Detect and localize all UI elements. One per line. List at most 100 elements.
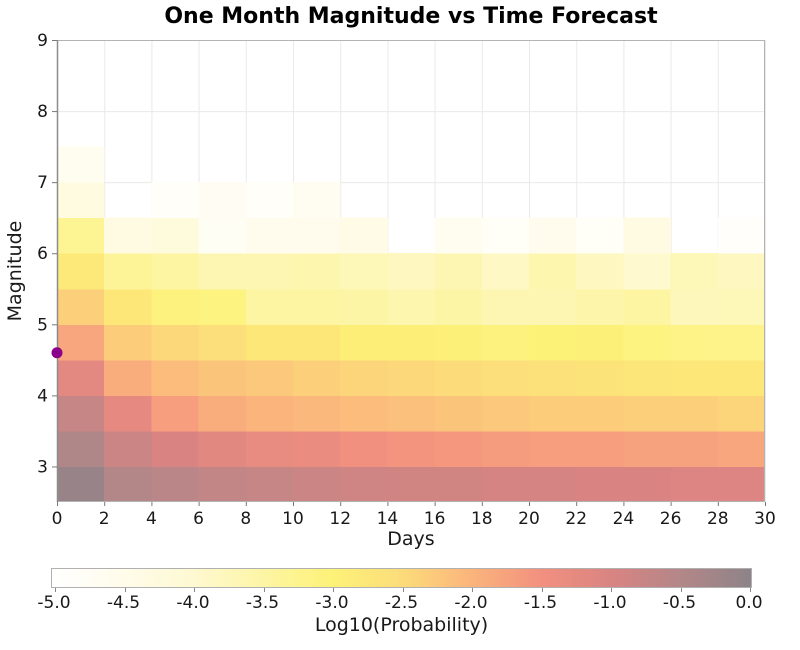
- colorbar-tick-mark: [333, 588, 334, 592]
- heatmap-cell: [293, 253, 341, 290]
- heatmap-cell: [576, 430, 624, 467]
- heatmap-cell: [104, 359, 152, 396]
- heatmap-cell: [198, 430, 247, 467]
- y-tick-label: 8: [37, 102, 48, 122]
- heatmap-cell: [576, 395, 624, 432]
- heatmap-cell: [387, 359, 436, 396]
- heatmap-cell: [529, 324, 577, 361]
- heatmap-cell: [293, 182, 341, 219]
- heatmap-cell: [481, 359, 530, 396]
- colorbar-gradient: [51, 568, 752, 592]
- heatmap-cell: [434, 324, 483, 361]
- heatmap-cell: [340, 466, 388, 502]
- heatmap-cell: [481, 253, 530, 290]
- y-tick-label: 3: [37, 457, 48, 477]
- heatmap-cell: [670, 253, 719, 290]
- heatmap-cell: [104, 288, 152, 325]
- x-tick-label: 20: [518, 509, 540, 529]
- y-axis-title: Magnitude: [4, 220, 26, 322]
- heatmap-cell: [576, 324, 624, 361]
- heatmap-cell: [576, 288, 624, 325]
- colorbar-tick-label: -3.5: [245, 593, 280, 613]
- x-tick-label: 24: [613, 509, 635, 529]
- colorbar-tick-labels: -5.0 -4.5 -4.0 -3.5 -3.0 -2.5 -2.0 -1.5 -1.0 -0.5…: [37, 593, 762, 613]
- heatmap-cell: [529, 466, 577, 502]
- heatmap-cell: [293, 359, 341, 396]
- heatmap-cell: [198, 253, 247, 290]
- heatmap-cell: [198, 217, 247, 254]
- heatmap-cell: [670, 359, 719, 396]
- heatmap-cell: [434, 395, 483, 432]
- heatmap-cell: [151, 430, 200, 467]
- colorbar-tick-mark: [402, 588, 404, 592]
- heatmap-cell: [387, 430, 436, 467]
- heatmap-cell: [623, 466, 672, 502]
- heatmap-cell: [340, 359, 388, 396]
- heatmap-cell: [623, 324, 672, 361]
- heatmap-cell: [340, 395, 388, 432]
- x-tick-label: 26: [660, 509, 682, 529]
- heatmap-cell: [57, 253, 105, 290]
- heatmap-cell: [340, 288, 388, 325]
- y-tick-label: 7: [37, 173, 48, 193]
- heatmap-cell: [529, 253, 577, 290]
- heatmap-cell: [151, 466, 200, 502]
- heatmap-cell: [57, 395, 105, 432]
- heatmap-cell: [529, 395, 577, 432]
- heatmap-cell: [623, 430, 672, 467]
- heatmap-cell: [293, 288, 341, 325]
- heatmap-cell: [576, 359, 624, 396]
- heatmap-cell: [245, 182, 294, 219]
- heatmap-cell: [340, 430, 388, 467]
- colorbar-tick-mark: [472, 588, 473, 592]
- heatmap-cell: [576, 253, 624, 290]
- heatmap-cell: [387, 466, 436, 502]
- heatmap-cell: [293, 430, 341, 467]
- heatmap-cell: [670, 466, 719, 502]
- heatmap-cell: [529, 430, 577, 467]
- colorbar-tick-label: -4.5: [106, 593, 141, 613]
- heatmap-cell: [245, 359, 294, 396]
- heatmap-cell: [245, 466, 294, 502]
- colorbar-tick-mark: [611, 588, 612, 592]
- heatmap-cell: [57, 359, 105, 396]
- heatmap-cell: [151, 359, 200, 396]
- heatmap-cell: [198, 182, 247, 219]
- x-tick-label: 0: [52, 509, 63, 529]
- heatmap-cell: [670, 324, 719, 361]
- heatmap-cell: [481, 217, 530, 254]
- heatmap-cell: [340, 324, 388, 361]
- heatmap-cell: [245, 324, 294, 361]
- heatmap-cell: [434, 288, 483, 325]
- colorbar-tick-label: 0.0: [735, 593, 763, 613]
- heatmap-cell: [293, 324, 341, 361]
- heatmap-cell: [151, 253, 200, 290]
- heatmap-cell: [387, 288, 436, 325]
- heatmap-cell: [434, 466, 483, 502]
- heatmap-cell: [104, 466, 152, 502]
- x-tick-label: 6: [193, 509, 204, 529]
- heatmap-cell: [198, 466, 247, 502]
- heatmap-cell: [481, 288, 530, 325]
- heatmap-cell: [151, 324, 200, 361]
- heatmap-cell: [57, 288, 105, 325]
- heatmap-cell: [481, 430, 530, 467]
- x-tick-label: 18: [471, 509, 493, 529]
- heatmap-cell: [198, 395, 247, 432]
- x-tick-label: 30: [754, 509, 776, 529]
- x-axis-title: Days: [387, 528, 435, 550]
- heatmap-cell: [151, 288, 200, 325]
- y-tick-label: 4: [37, 386, 48, 406]
- heatmap-cell: [623, 253, 672, 290]
- heatmap-cell: [529, 359, 577, 396]
- x-tick-label: 12: [329, 509, 351, 529]
- heatmap-cell: [57, 430, 105, 467]
- x-tick-label: 22: [565, 509, 587, 529]
- colorbar-tick-label: -2.5: [384, 593, 419, 613]
- heatmap-cell: [104, 253, 152, 290]
- heatmap-cell: [387, 395, 436, 432]
- heatmap-cell: [340, 217, 388, 254]
- heatmap-cell: [151, 182, 200, 219]
- colorbar-tick-label: -5.0: [37, 593, 71, 613]
- heatmap-cell: [57, 466, 105, 502]
